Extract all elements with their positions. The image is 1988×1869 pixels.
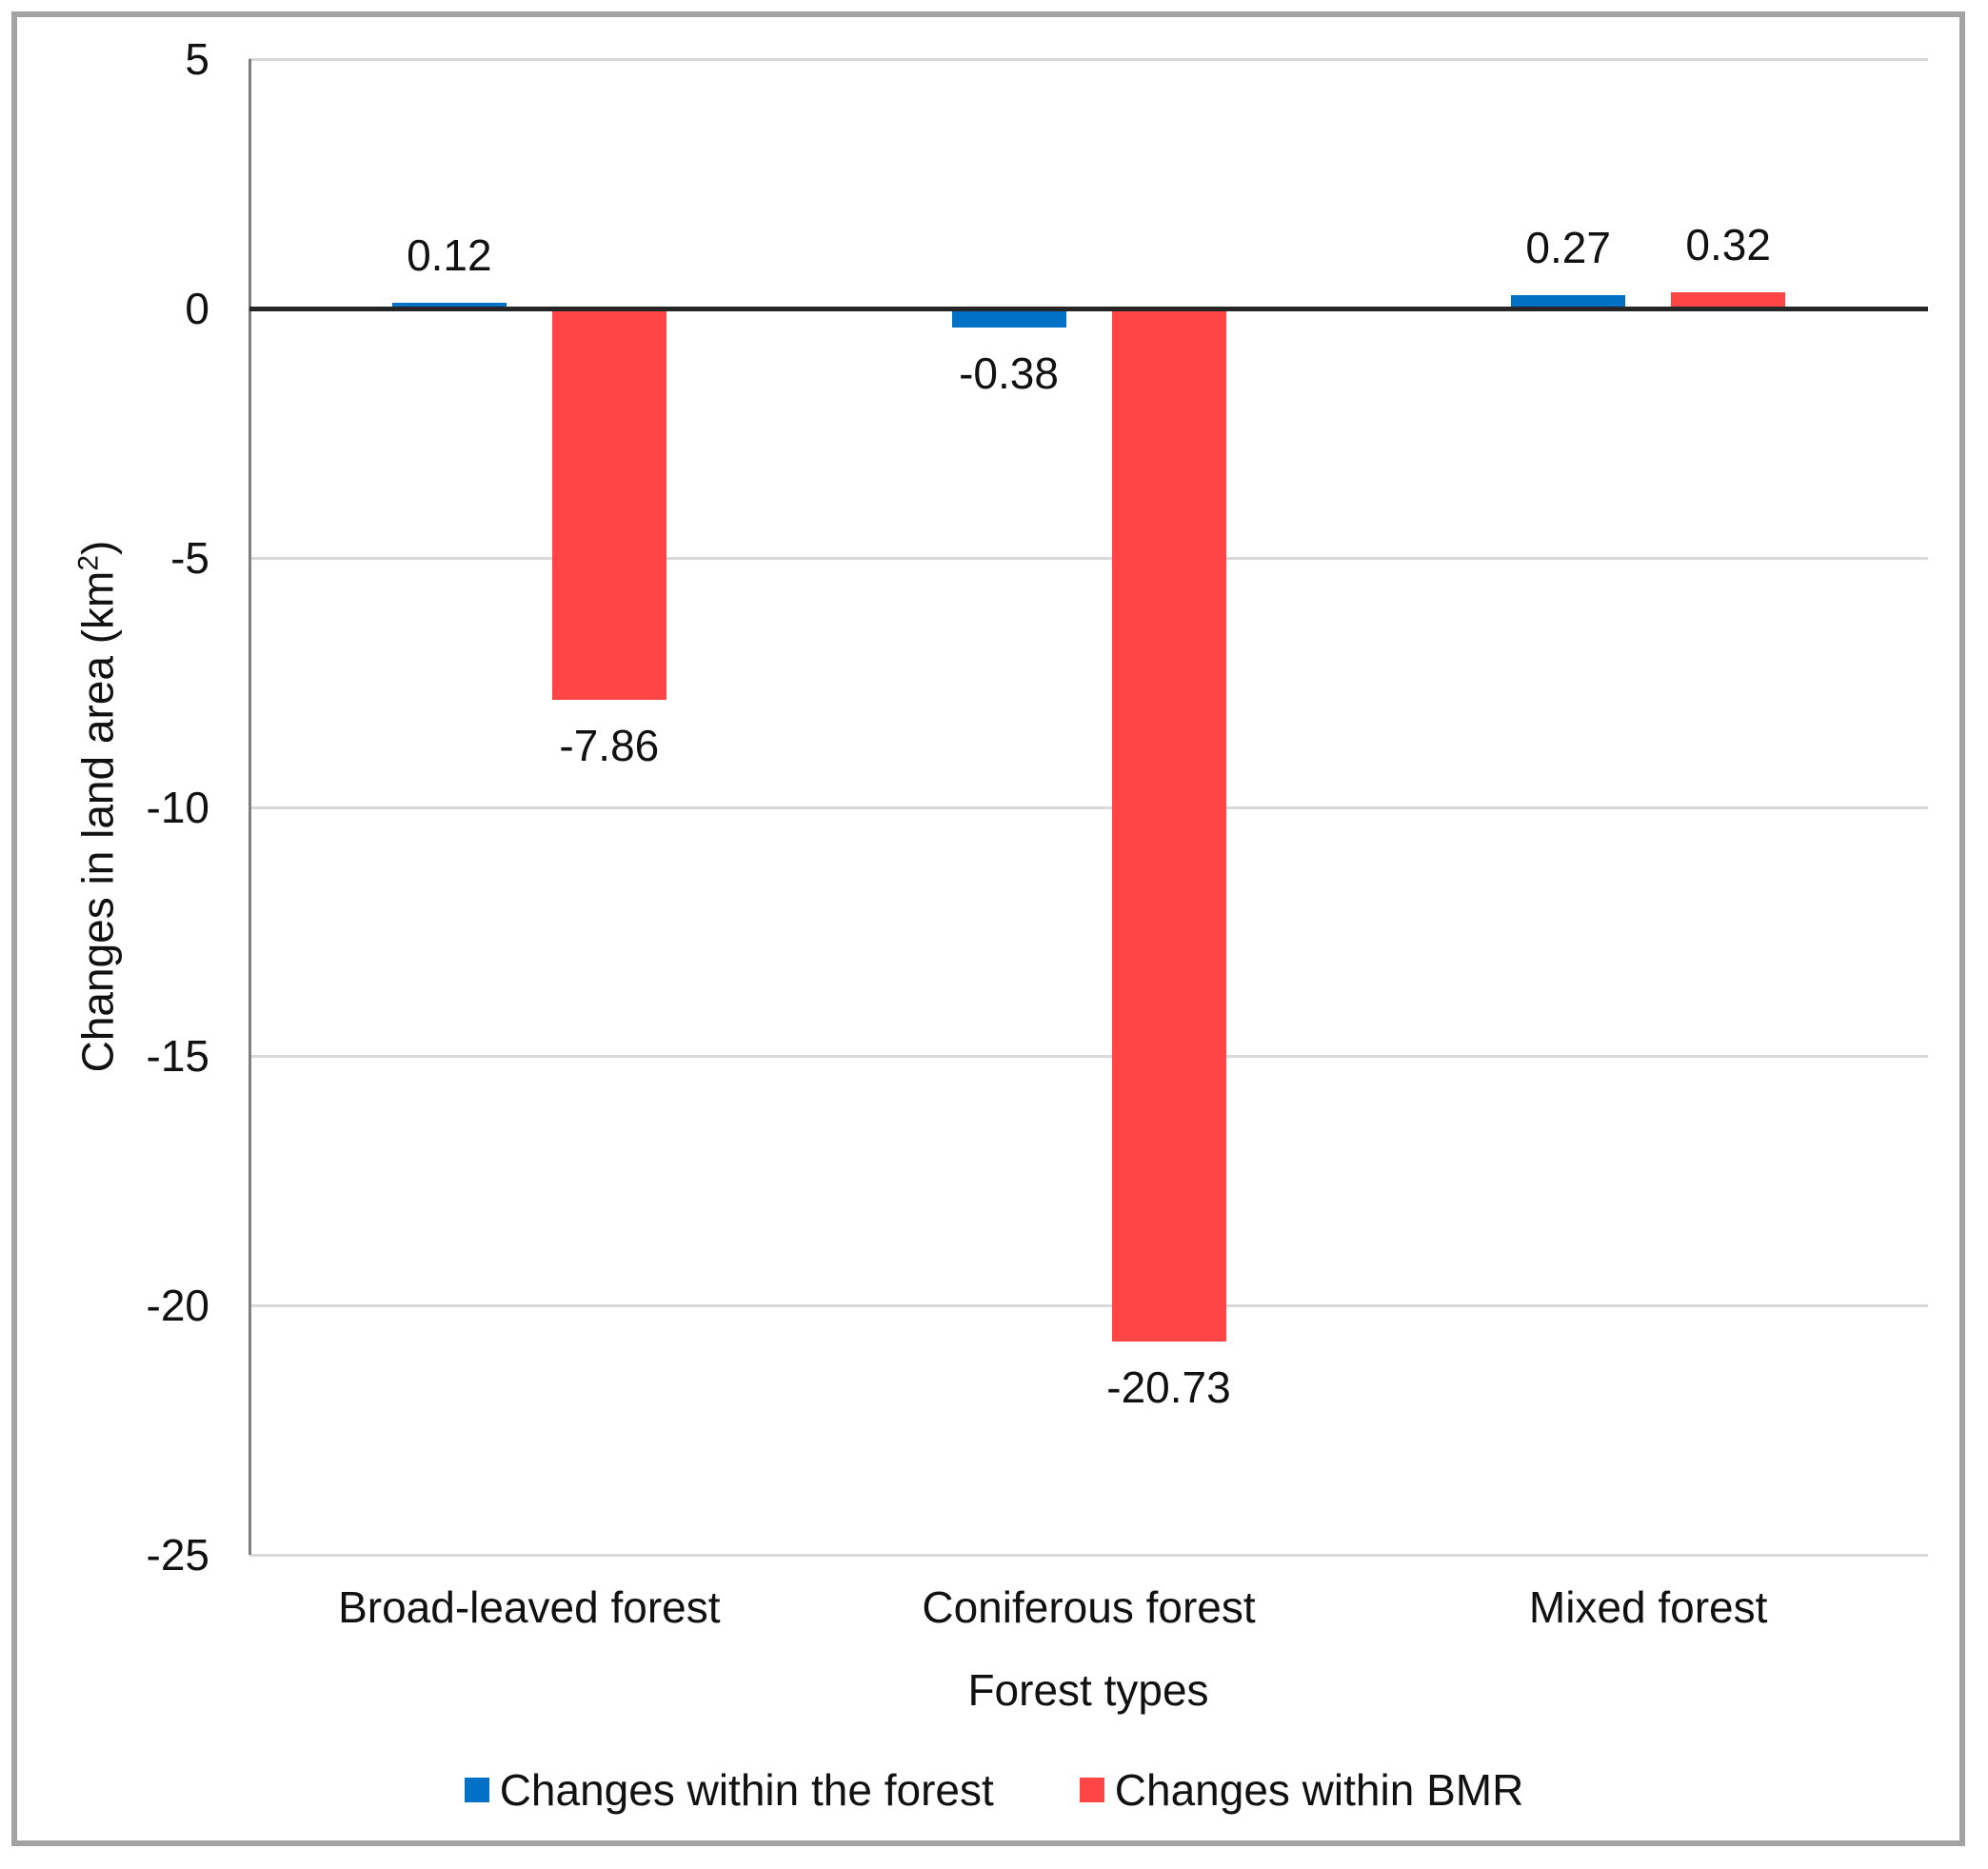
legend: Changes within the forest Changes within … (0, 1760, 1988, 1819)
legend-item-1: Changes within BMR (1079, 1763, 1524, 1817)
gridline-y--10 (249, 805, 1928, 809)
zero-axis-line (249, 306, 1928, 311)
chart-frame-border (11, 11, 1965, 1846)
y-axis-title-suffix: ) (72, 540, 123, 555)
y-axis-title-superscript: 2 (72, 554, 105, 571)
y-tick-label--25: -25 (146, 1530, 209, 1580)
y-axis-line (248, 59, 251, 1555)
data-label-series-1-cat-0: -7.86 (559, 721, 660, 771)
gridline-y--25 (249, 1554, 1928, 1557)
data-label-series-0-cat-2: 0.27 (1525, 222, 1611, 272)
y-tick-label-5: 5 (185, 34, 209, 84)
y-tick-label--15: -15 (146, 1031, 209, 1082)
bar-series-1-cat-2 (1671, 292, 1786, 308)
legend-swatch-icon-0 (464, 1778, 489, 1802)
bar-series-0-cat-1 (951, 308, 1066, 328)
bar-series-1-cat-0 (551, 308, 666, 701)
x-axis-title: Forest types (967, 1665, 1209, 1715)
legend-swatch-icon-1 (1079, 1778, 1104, 1802)
category-label-1: Coniferous forest (922, 1582, 1256, 1632)
y-tick-label--10: -10 (146, 782, 209, 832)
bar-series-0-cat-2 (1511, 294, 1626, 308)
y-axis-title-text: Changes in land area (km (72, 570, 123, 1073)
y-tick-label--5: -5 (170, 532, 209, 583)
y-tick-label-0: 0 (185, 283, 209, 333)
legend-item-0: Changes within the forest (464, 1763, 994, 1817)
category-label-0: Broad-leaved forest (338, 1582, 721, 1632)
bar-series-1-cat-1 (1111, 308, 1226, 1342)
category-label-2: Mixed forest (1528, 1582, 1768, 1632)
y-axis-title: Changes in land area (km2) (62, 541, 124, 1073)
gridline-y-5 (249, 58, 1928, 61)
data-label-series-0-cat-1: -0.38 (959, 348, 1059, 398)
bar-series-0-cat-0 (391, 302, 507, 308)
data-label-series-0-cat-0: 0.12 (407, 229, 492, 280)
y-tick-label--20: -20 (146, 1281, 209, 1331)
legend-label-0: Changes within the forest (499, 1765, 994, 1815)
gridline-y--5 (249, 556, 1928, 560)
data-label-series-1-cat-1: -20.73 (1106, 1362, 1231, 1413)
data-label-series-1-cat-2: 0.32 (1685, 220, 1771, 270)
gridline-y--20 (249, 1304, 1928, 1308)
gridline-y--15 (249, 1055, 1928, 1059)
legend-label-1: Changes within BMR (1114, 1765, 1524, 1815)
